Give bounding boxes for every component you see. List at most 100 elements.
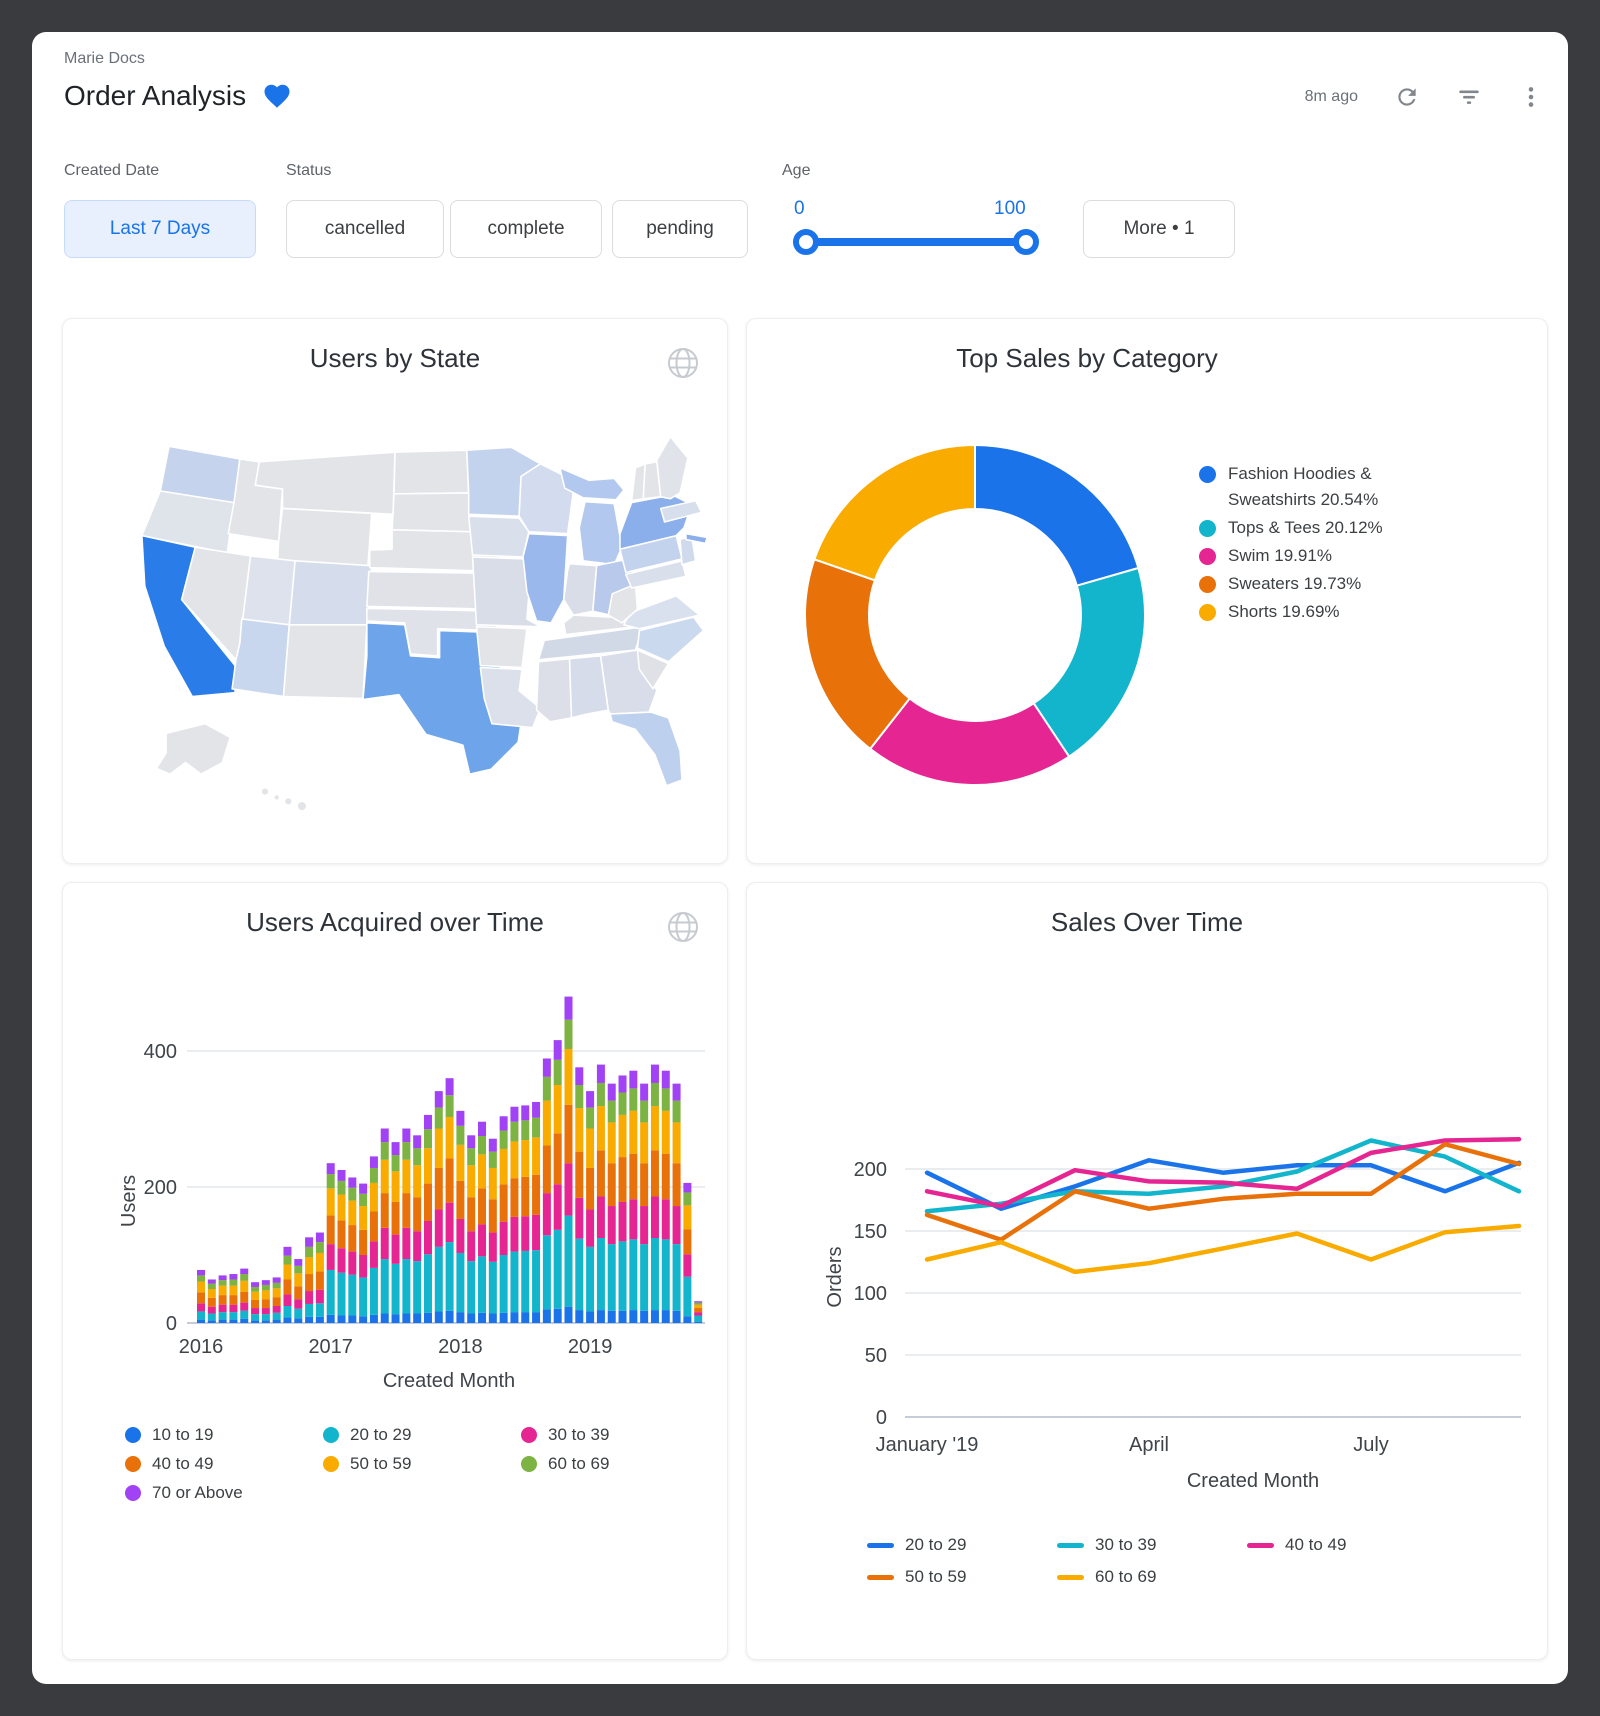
bar-2017-09[interactable] (413, 1135, 422, 1323)
state-MA[interactable] (659, 499, 703, 523)
usa-choropleth-map[interactable] (75, 403, 715, 835)
age-slider-handle-max[interactable] (1013, 229, 1039, 255)
state-ME[interactable] (656, 435, 689, 500)
bar-2018-03[interactable] (478, 1121, 487, 1323)
bar-2016-01[interactable] (197, 1269, 205, 1323)
status-chip-cancelled[interactable]: cancelled (286, 200, 444, 258)
line-series-60-to-69[interactable] (924, 1223, 1522, 1275)
line-chart[interactable]: 0 50 100 150 200 Orders January '19 April July Cr… (767, 947, 1527, 1523)
bar-2018-04[interactable] (488, 1138, 497, 1323)
state-ND[interactable] (393, 449, 470, 495)
bar-2016-09[interactable] (283, 1246, 292, 1323)
bar-2019-07[interactable] (650, 1064, 659, 1323)
state-FL[interactable] (609, 711, 683, 787)
bar-2018-02[interactable] (467, 1135, 476, 1323)
bar-2017-11[interactable] (434, 1091, 443, 1323)
state-VA[interactable] (623, 594, 701, 630)
bar-2016-08[interactable] (272, 1277, 281, 1323)
stacked-bar-chart[interactable]: 0 200 400 Users 2016 2017 2018 2019 Created Mont… (75, 951, 715, 1413)
bar-2016-11[interactable] (305, 1237, 314, 1323)
state-SC[interactable] (636, 649, 670, 690)
more-filters-button[interactable]: More • 1 (1083, 200, 1235, 258)
bar-2019-02[interactable] (596, 1064, 605, 1323)
bar-2017-06[interactable] (380, 1128, 389, 1323)
state-LA[interactable] (479, 666, 542, 729)
state-SD[interactable] (391, 492, 472, 533)
bar-2016-03[interactable] (218, 1275, 227, 1323)
bar-2019-03[interactable] (607, 1083, 616, 1323)
bar-2017-02[interactable] (337, 1170, 346, 1323)
bar-2017-12[interactable] (445, 1078, 454, 1323)
legend-swatch (521, 1427, 537, 1443)
state-WI[interactable] (518, 463, 575, 535)
bar-2016-10[interactable] (294, 1259, 303, 1323)
state-IA[interactable] (467, 515, 530, 558)
state-CO[interactable] (288, 560, 373, 626)
bar-2018-07[interactable] (521, 1105, 530, 1323)
state-NC[interactable] (636, 616, 705, 663)
status-chip-pending[interactable]: pending (612, 200, 748, 258)
age-slider-handle-min[interactable] (793, 229, 819, 255)
bar-2016-12[interactable] (315, 1232, 324, 1323)
bar-2019-11[interactable] (694, 1301, 703, 1323)
bar-2017-08[interactable] (402, 1128, 411, 1323)
state-IN[interactable] (562, 562, 598, 616)
state-NM[interactable] (282, 624, 368, 700)
state-MD[interactable] (625, 560, 687, 589)
bar-2016-05[interactable] (240, 1268, 249, 1323)
state-HI[interactable] (283, 796, 293, 806)
line-series-40-to-49[interactable] (924, 1136, 1522, 1209)
donut-slice[interactable] (974, 443, 1140, 587)
line-series-30-to-39[interactable] (924, 1138, 1522, 1214)
state-NY[interactable] (685, 532, 709, 545)
bar-2018-12[interactable] (575, 1067, 584, 1323)
donut-slice[interactable] (813, 443, 976, 582)
bar-2019-05[interactable] (629, 1070, 638, 1323)
bar-2018-11[interactable] (564, 996, 573, 1323)
refresh-icon[interactable] (1394, 84, 1420, 110)
bar-2016-06[interactable] (251, 1282, 260, 1323)
state-HI[interactable] (273, 793, 281, 802)
status-chip-complete[interactable]: complete (450, 200, 602, 258)
state-WY[interactable] (276, 507, 373, 568)
bar-2019-10[interactable] (683, 1182, 692, 1323)
bar-2019-01[interactable] (586, 1091, 595, 1323)
bar-2018-01[interactable] (456, 1110, 465, 1323)
state-AL[interactable] (568, 655, 610, 719)
bar-2016-02[interactable] (207, 1279, 216, 1323)
state-IL[interactable] (522, 532, 569, 624)
bar-2019-06[interactable] (640, 1083, 649, 1323)
bar-2018-10[interactable] (553, 1040, 562, 1323)
bar-2018-08[interactable] (532, 1102, 541, 1323)
bar-2017-03[interactable] (348, 1177, 357, 1323)
bar-2016-04[interactable] (229, 1274, 238, 1323)
state-MI[interactable] (559, 466, 625, 501)
bar-2016-07[interactable] (261, 1280, 270, 1323)
donut-chart[interactable] (785, 425, 1165, 805)
bar-2019-09[interactable] (672, 1083, 681, 1323)
bar-2018-05[interactable] (499, 1116, 508, 1323)
bar-2018-09[interactable] (542, 1058, 551, 1323)
bar-2017-04[interactable] (359, 1183, 368, 1323)
created-date-filter-chip[interactable]: Last 7 Days (64, 200, 256, 258)
state-AK[interactable] (155, 722, 231, 775)
bar-2017-10[interactable] (423, 1114, 432, 1323)
heart-icon[interactable] (262, 81, 292, 111)
state-AR[interactable] (475, 625, 528, 669)
kebab-menu-icon[interactable] (1518, 84, 1544, 110)
bar-2019-04[interactable] (618, 1075, 627, 1323)
bar-2018-06[interactable] (510, 1106, 519, 1323)
bar-2017-05[interactable] (369, 1156, 378, 1323)
state-MI[interactable] (578, 500, 623, 566)
state-HI[interactable] (296, 800, 308, 812)
state-HI[interactable] (260, 786, 270, 797)
state-AZ[interactable] (231, 618, 291, 698)
bar-2019-08[interactable] (661, 1070, 670, 1323)
age-range-slider[interactable] (793, 229, 1039, 255)
filter-icon[interactable] (1456, 84, 1482, 110)
state-MS[interactable] (535, 657, 573, 723)
bar-2017-07[interactable] (391, 1142, 400, 1323)
line-series-50-to-59[interactable] (924, 1141, 1522, 1242)
breadcrumb[interactable]: Marie Docs (64, 50, 145, 67)
bar-2017-01[interactable] (326, 1163, 335, 1323)
